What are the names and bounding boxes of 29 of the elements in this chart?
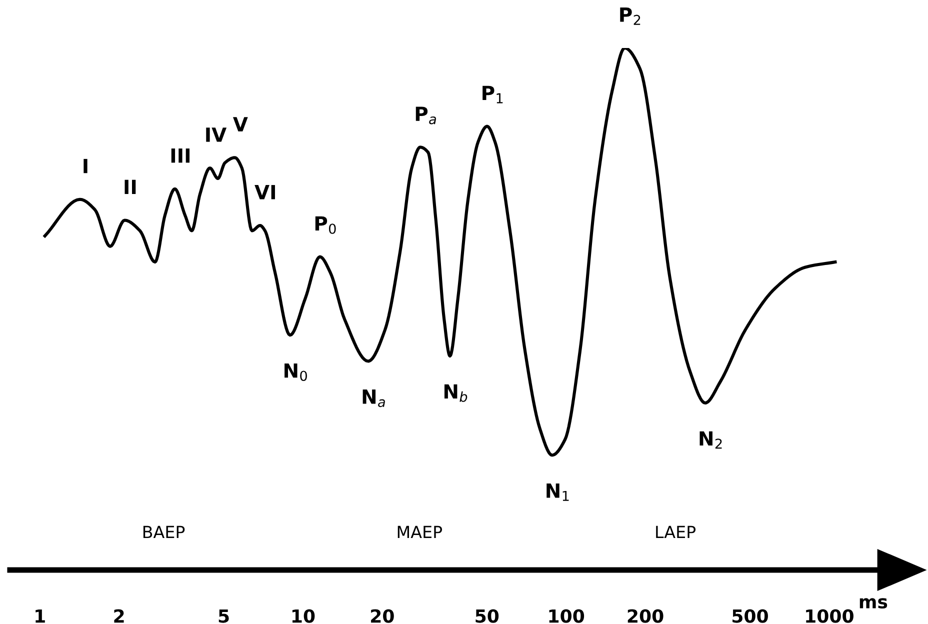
x-tick-label: 100 <box>549 609 584 623</box>
annotation: N$_{a}$ <box>362 390 385 408</box>
x-tick-label: 5 <box>218 609 229 623</box>
annotation: N$_{1}$ <box>546 484 569 501</box>
x-tick-label: 500 <box>732 609 768 623</box>
x-tick-label: 1 <box>36 609 45 623</box>
annotation: LAEP <box>656 526 696 538</box>
x-tick-label: 50 <box>476 609 499 623</box>
annotation: MAEP <box>398 526 442 538</box>
x-tick-label: 200 <box>628 609 664 623</box>
annotation: VI <box>254 185 275 200</box>
annotation: I <box>84 158 88 174</box>
annotation: P$_{a}$ <box>416 106 436 124</box>
annotation: BAEP <box>143 526 185 538</box>
annotation: V <box>232 117 248 132</box>
x-tick-label: 10 <box>292 609 315 623</box>
annotation: N$_{b}$ <box>444 384 468 402</box>
x-tick-label: 20 <box>371 609 394 623</box>
annotation: N$_{0}$ <box>284 363 307 382</box>
annotation: N$_{2}$ <box>700 431 722 449</box>
annotation: III <box>171 148 190 163</box>
annotation: II <box>124 180 136 194</box>
x-axis-title: ms <box>860 598 888 608</box>
annotation: P$_{0}$ <box>315 216 336 234</box>
annotation: P$_{1}$ <box>482 86 503 104</box>
x-tick-label: 2 <box>114 609 124 623</box>
x-tick-label: 1000 <box>806 609 854 623</box>
annotation: IV <box>206 128 227 142</box>
annotation: P$_{2}$ <box>620 8 640 25</box>
